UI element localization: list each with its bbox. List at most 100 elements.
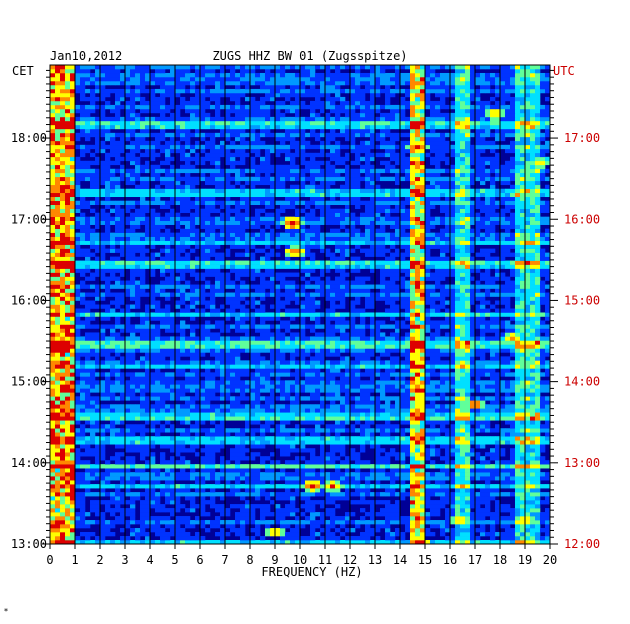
spectrogram-cell <box>245 412 251 417</box>
spectrogram-cell <box>460 480 466 485</box>
spectrogram-cell <box>495 300 501 305</box>
spectrogram-cell <box>315 324 321 329</box>
spectrogram-cell <box>220 312 226 317</box>
spectrogram-cell <box>360 424 366 429</box>
spectrogram-cell <box>400 468 406 473</box>
spectrogram-cell <box>125 336 131 341</box>
spectrogram-cell <box>50 520 56 525</box>
spectrogram-cell <box>295 336 301 341</box>
spectrogram-cell <box>475 496 481 501</box>
spectrogram-cell <box>185 484 191 489</box>
spectrogram-cell <box>140 508 146 513</box>
spectrogram-cell <box>300 436 306 441</box>
spectrogram-cell <box>390 504 396 509</box>
spectrogram-cell <box>470 528 476 533</box>
spectrogram-cell <box>175 408 181 413</box>
spectrogram-cell <box>105 344 111 349</box>
spectrogram-cell <box>300 456 306 461</box>
spectrogram-cell <box>75 432 81 437</box>
spectrogram-cell <box>200 388 206 393</box>
spectrogram-cell <box>285 344 291 349</box>
spectrogram-cell <box>440 352 446 357</box>
spectrogram-cell <box>545 432 551 437</box>
spectrogram-cell <box>305 440 311 445</box>
spectrogram-cell <box>420 400 426 405</box>
spectrogram-cell <box>525 512 531 517</box>
spectrogram-cell <box>175 464 181 469</box>
spectrogram-cell <box>535 496 541 501</box>
spectrogram-cell <box>445 520 451 525</box>
spectrogram-cell <box>250 492 256 497</box>
spectrogram-cell <box>305 520 311 525</box>
spectrogram-cell <box>385 376 391 381</box>
spectrogram-cell <box>350 540 356 545</box>
spectrogram-cell <box>245 380 251 385</box>
spectrogram-cell <box>370 376 376 381</box>
spectrogram-cell <box>165 392 171 397</box>
spectrogram-cell <box>500 440 506 445</box>
spectrogram-cell <box>185 420 191 425</box>
spectrogram-cell <box>235 376 241 381</box>
spectrogram-cell <box>230 388 236 393</box>
spectrogram-cell <box>160 308 166 313</box>
spectrogram-cell <box>70 340 76 345</box>
spectrogram-cell <box>225 328 231 333</box>
spectrogram-cell <box>355 520 361 525</box>
spectrogram-cell <box>400 404 406 409</box>
spectrogram-cell <box>425 456 431 461</box>
spectrogram-cell <box>135 476 141 481</box>
spectrogram-cell <box>480 420 486 425</box>
spectrogram-cell <box>65 428 71 433</box>
spectrogram-cell <box>265 424 271 429</box>
spectrogram-cell <box>230 384 236 389</box>
spectrogram-cell <box>80 500 86 505</box>
spectrogram-cell <box>540 380 546 385</box>
spectrogram-cell <box>355 412 361 417</box>
spectrogram-cell <box>220 328 226 333</box>
spectrogram-cell <box>320 448 326 453</box>
spectrogram-cell <box>65 376 71 381</box>
spectrogram-cell <box>455 456 461 461</box>
spectrogram-cell <box>325 436 331 441</box>
spectrogram-cell <box>335 436 341 441</box>
spectrogram-cell <box>465 328 471 333</box>
spectrogram-cell <box>250 536 256 541</box>
spectrogram-cell <box>235 368 241 373</box>
spectrogram-cell <box>250 336 256 341</box>
spectrogram-cell <box>510 436 516 441</box>
spectrogram-cell <box>530 444 536 449</box>
spectrogram-cell <box>310 344 316 349</box>
spectrogram-cell <box>405 420 411 425</box>
spectrogram-cell <box>140 336 146 341</box>
spectrogram-cell <box>370 344 376 349</box>
spectrogram-cell <box>530 440 536 445</box>
spectrogram-cell <box>65 364 71 369</box>
spectrogram-cell <box>430 420 436 425</box>
spectrogram-cell <box>85 444 91 449</box>
spectrogram-cell <box>115 352 121 357</box>
spectrogram-cell <box>440 320 446 325</box>
spectrogram-cell <box>190 364 196 369</box>
spectrogram-cell <box>275 428 281 433</box>
spectrogram-cell <box>120 380 126 385</box>
spectrogram-cell <box>250 312 256 317</box>
spectrogram-cell <box>505 428 511 433</box>
spectrogram-cell <box>465 376 471 381</box>
spectrogram-cell <box>540 320 546 325</box>
spectrogram-cell <box>420 336 426 341</box>
spectrogram-cell <box>390 404 396 409</box>
spectrogram-cell <box>130 432 136 437</box>
spectrogram-cell <box>230 348 236 353</box>
spectrogram-cell <box>60 448 66 453</box>
spectrogram-cell <box>420 392 426 397</box>
spectrogram-cell <box>485 344 491 349</box>
spectrogram-cell <box>355 536 361 541</box>
spectrogram-cell <box>460 300 466 305</box>
spectrogram-cell <box>460 368 466 373</box>
spectrogram-cell <box>165 388 171 393</box>
spectrogram-cell <box>75 384 81 389</box>
spectrogram-cell <box>130 416 136 421</box>
spectrogram-cell <box>50 416 56 421</box>
spectrogram-cell <box>460 464 466 469</box>
spectrogram-cell <box>505 400 511 405</box>
